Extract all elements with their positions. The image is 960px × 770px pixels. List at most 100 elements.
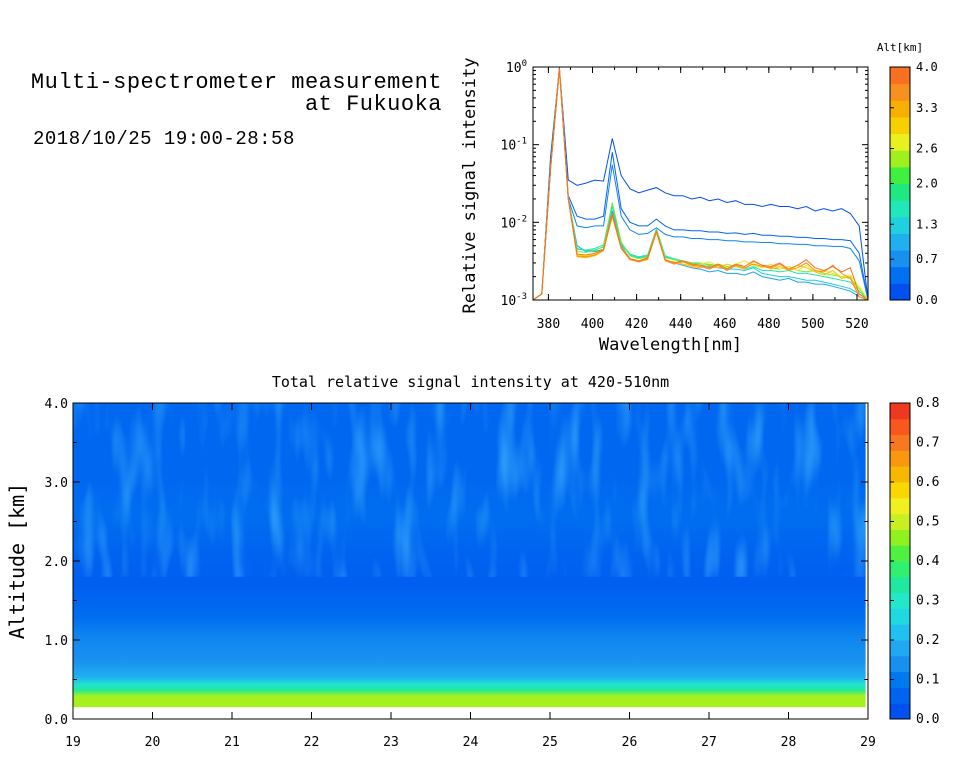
heatmap-x-tick-label: 24 xyxy=(463,735,479,750)
spectrum-series-line xyxy=(533,68,868,300)
heatmap-x-tick-label: 21 xyxy=(224,735,240,750)
intensity-colorbar-swatch xyxy=(890,466,910,483)
alt-colorbar-tick-label: 4.0 xyxy=(916,60,938,74)
intensity-colorbar-swatch xyxy=(890,655,910,673)
intensity-colorbar-swatch xyxy=(890,434,910,451)
spectrum-x-axis-label: Wavelength[nm] xyxy=(599,335,742,355)
intensity-colorbar-swatch xyxy=(890,482,910,499)
alt-colorbar-tick-label: 0.0 xyxy=(916,293,938,307)
intensity-colorbar-tick-label: 0.0 xyxy=(916,712,939,727)
heatmap-x-tick-label: 27 xyxy=(701,735,717,750)
spectrum-x-tick-label: 480 xyxy=(757,317,780,332)
intensity-colorbar-swatch xyxy=(890,640,910,657)
alt-colorbar-tick-label: 2.6 xyxy=(916,142,938,156)
intensity-colorbar-swatch xyxy=(890,497,910,515)
intensity-colorbar-frame xyxy=(889,402,911,720)
alt-colorbar-title: Alt[km] xyxy=(877,41,923,54)
alt-colorbar-swatch xyxy=(890,266,910,284)
intensity-colorbar-swatch xyxy=(890,687,910,704)
intensity-colorbar-swatch xyxy=(890,403,910,420)
heatmap-y-tick-label: 0.0 xyxy=(45,713,68,728)
alt-colorbar-swatch xyxy=(890,283,910,301)
intensity-colorbar-swatch xyxy=(890,624,910,641)
spectrum-plot-frame xyxy=(532,66,869,301)
alt-colorbar-swatch xyxy=(890,150,910,168)
time-range: 2018/10/25 19:00-28:58 xyxy=(33,128,295,150)
alt-colorbar-swatch xyxy=(890,233,910,251)
heatmap-x-tick-label: 19 xyxy=(65,735,81,750)
alt-colorbar-swatch xyxy=(890,166,910,184)
spectrum-series-line xyxy=(533,68,868,300)
intensity-colorbar-swatch xyxy=(890,529,910,546)
intensity-colorbar-swatch xyxy=(890,418,910,436)
spectrum-series-line xyxy=(533,68,868,300)
heatmap-y-tick-label: 1.0 xyxy=(45,634,68,649)
spectrum-x-tick-label: 380 xyxy=(537,317,560,332)
spectrum-chart: 380 400 420 440 460 480 500 520 100 10-1 10-2 10-3 W… xyxy=(460,41,938,355)
alt-colorbar-swatch xyxy=(890,83,910,101)
intensity-colorbar-swatch xyxy=(890,608,910,625)
intensity-colorbar-swatch xyxy=(890,513,910,530)
alt-colorbar-swatch xyxy=(890,200,910,218)
heatmap-x-tick-label: 26 xyxy=(622,735,638,750)
spectrum-x-tick-label: 460 xyxy=(713,317,736,332)
spectrum-y-tick-label: 10-1 xyxy=(501,137,528,154)
spectrum-y-tick-label: 10-3 xyxy=(501,292,528,309)
intensity-colorbar-swatch xyxy=(890,545,910,562)
intensity-colorbar-tick-label: 0.4 xyxy=(916,554,940,569)
title-block: Multi-spectrometer measurement at Fukuok… xyxy=(10,72,442,116)
heatmap-upper-texture xyxy=(73,403,866,577)
heatmap-plot-frame xyxy=(72,402,869,720)
heatmap-field xyxy=(73,403,866,708)
intensity-colorbar-swatch xyxy=(890,450,910,467)
alt-colorbar-tick-label: 0.7 xyxy=(916,252,938,266)
heatmap-x-tick-label: 22 xyxy=(304,735,320,750)
spectrum-x-tick-label: 420 xyxy=(625,317,648,332)
alt-colorbar-swatch xyxy=(890,116,910,135)
heatmap-x-tick-label: 23 xyxy=(383,735,399,750)
alt-colorbar-swatch xyxy=(890,216,910,234)
alt-colorbar-tick-label: 2.0 xyxy=(916,177,938,191)
spectrum-y-tick-label: 100 xyxy=(506,59,527,76)
heatmap-y-tick-label: 4.0 xyxy=(45,397,68,412)
spectrum-lines xyxy=(533,67,868,300)
alt-colorbar-swatch xyxy=(890,67,910,85)
spectrum-series-line xyxy=(533,68,868,300)
heatmap-y-tick-label: 2.0 xyxy=(45,555,68,570)
intensity-colorbar-tick-label: 0.6 xyxy=(916,475,939,490)
spectrum-y-axis-label: Relative signal intensity xyxy=(460,58,480,314)
intensity-colorbar-swatch xyxy=(890,576,910,594)
alt-colorbar-swatch xyxy=(890,183,910,201)
intensity-colorbar-tick-label: 0.5 xyxy=(916,515,939,530)
intensity-colorbar-tick-label: 0.3 xyxy=(916,594,939,609)
heatmap-title: Total relative signal intensity at 420-5… xyxy=(272,373,669,391)
alt-colorbar-swatch xyxy=(890,250,910,268)
spectrum-y-tick-label: 10-2 xyxy=(501,214,528,231)
intensity-colorbar-tick-label: 0.8 xyxy=(916,396,939,411)
intensity-colorbar-swatch xyxy=(890,561,910,578)
main-title-line2: at Fukuoka xyxy=(304,92,442,117)
alt-colorbar-swatch xyxy=(890,133,910,151)
alt-colorbar-swatch xyxy=(890,100,910,118)
spectrum-series-line xyxy=(533,68,868,300)
heatmap-x-tick-label: 28 xyxy=(781,735,797,750)
intensity-colorbar-swatch xyxy=(890,703,910,720)
spectrum-x-tick-label: 500 xyxy=(801,317,824,332)
alt-colorbar-tick-label: 3.3 xyxy=(916,101,938,115)
heatmap-y-axis-label: Altitude [km] xyxy=(5,483,29,640)
intensity-colorbar-swatch xyxy=(890,671,910,688)
heatmap-y-tick-label: 3.0 xyxy=(45,476,68,491)
main-title-line1: Multi-spectrometer measurement xyxy=(30,70,442,95)
intensity-colorbar-tick-label: 0.1 xyxy=(916,673,939,688)
spectrum-series-line xyxy=(533,67,868,300)
alt-colorbar-tick-label: 1.3 xyxy=(916,217,938,231)
spectrum-x-tick-label: 520 xyxy=(845,317,868,332)
heatmap-x-tick-label: 20 xyxy=(145,735,161,750)
spectrum-x-tick-label: 400 xyxy=(581,317,604,332)
heatmap-x-tick-label: 29 xyxy=(860,735,876,750)
intensity-colorbar-tick-label: 0.2 xyxy=(916,633,939,648)
intensity-colorbar-tick-label: 0.7 xyxy=(916,436,939,451)
spectrum-x-tick-label: 440 xyxy=(669,317,692,332)
heatmap-x-tick-label: 25 xyxy=(542,735,558,750)
spectrum-series-line xyxy=(533,68,868,300)
